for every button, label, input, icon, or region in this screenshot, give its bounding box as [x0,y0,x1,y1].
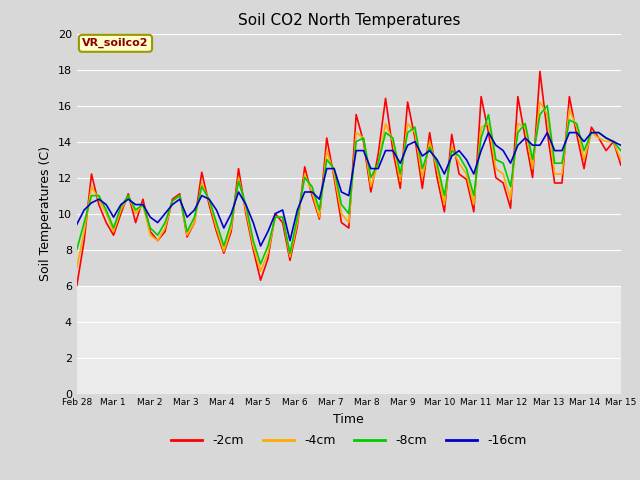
Legend: -2cm, -4cm, -8cm, -16cm: -2cm, -4cm, -8cm, -16cm [166,429,531,452]
Text: VR_soilco2: VR_soilco2 [82,38,148,48]
Title: Soil CO2 North Temperatures: Soil CO2 North Temperatures [237,13,460,28]
Y-axis label: Soil Temperatures (C): Soil Temperatures (C) [39,146,52,281]
X-axis label: Time: Time [333,413,364,426]
Bar [77,286,621,394]
